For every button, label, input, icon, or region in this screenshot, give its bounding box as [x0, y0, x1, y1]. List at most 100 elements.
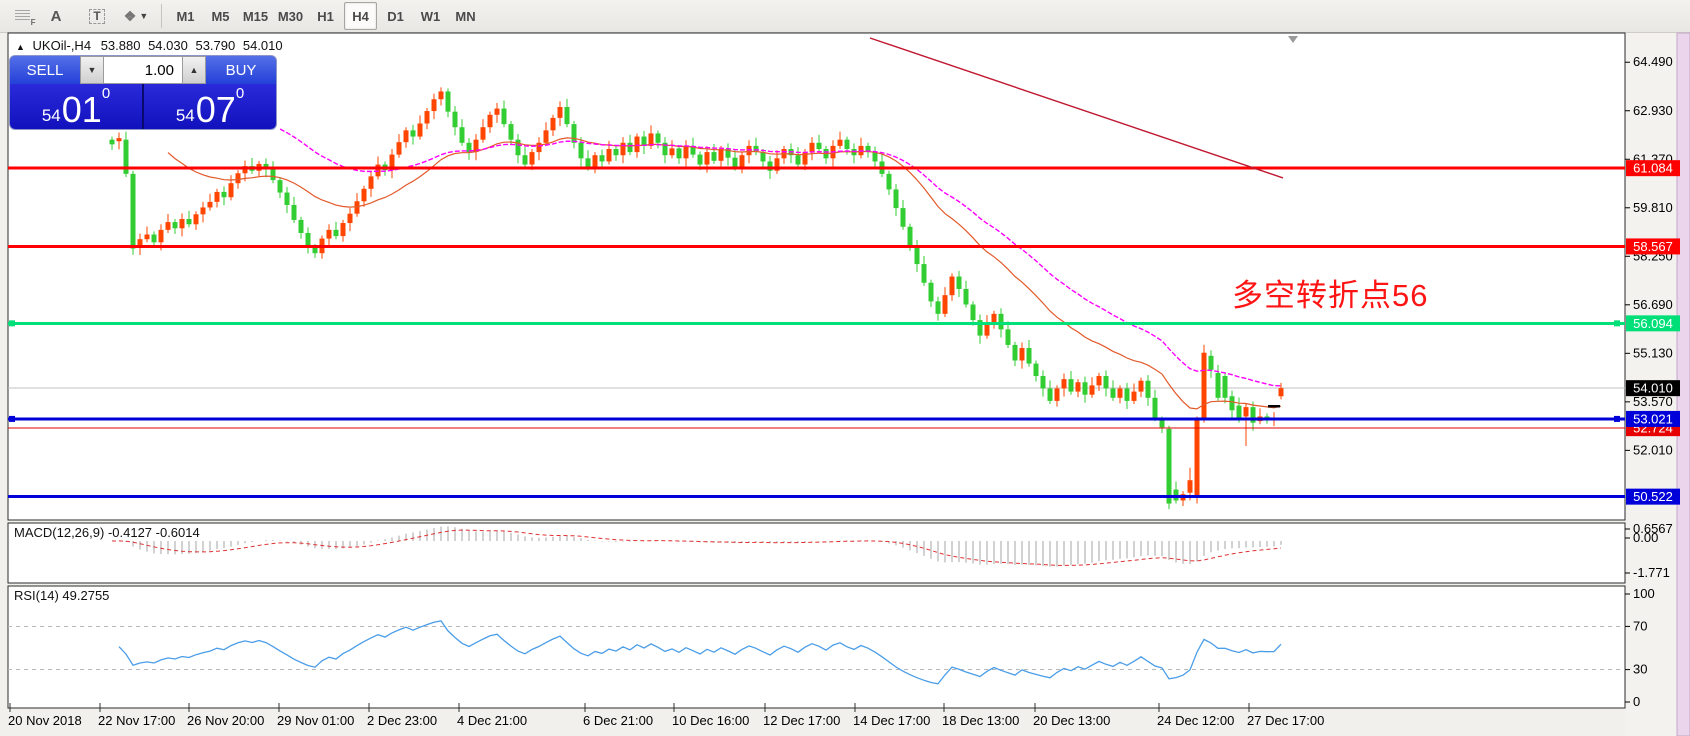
candle-body [795, 155, 801, 165]
candle-body [186, 218, 192, 225]
buy-price-sup: 0 [235, 85, 245, 102]
candle-body [1019, 348, 1025, 361]
volume-step-down-button[interactable]: ▼ [80, 56, 104, 84]
candle-body [606, 149, 612, 162]
time-tick-label: 2 Dec 23:00 [367, 713, 437, 728]
rsi-value: 49.2755 [62, 588, 110, 603]
macd-axis-label: -1.771 [1633, 565, 1670, 580]
time-tick-label: 22 Nov 17:00 [98, 713, 175, 728]
candle-body [242, 166, 248, 174]
candle-body [872, 152, 878, 162]
candle-body [333, 229, 339, 237]
candle-body [641, 136, 647, 146]
candle-body [1089, 385, 1095, 395]
candle-body [1082, 382, 1088, 395]
line-handle[interactable] [9, 320, 15, 327]
timeframe-button-m30[interactable]: M30 [277, 8, 304, 24]
candle-body [893, 189, 899, 209]
macd-axis-label: 0.00 [1633, 530, 1658, 545]
buy-button[interactable]: BUY [206, 56, 276, 84]
time-tick-label: 24 Dec 12:00 [1157, 713, 1234, 728]
candle-body [200, 207, 206, 215]
candle-body [1061, 379, 1067, 389]
candle-body [1124, 388, 1130, 401]
indicators-grid-button[interactable]: F [6, 2, 38, 30]
timeframe-button-d1[interactable]: D1 [387, 8, 404, 24]
price-tick-label: 55.130 [1633, 345, 1673, 360]
macd-signal-line [111, 529, 1282, 566]
current-price-badge-text: 54.010 [1633, 381, 1673, 396]
candle-body [1131, 391, 1137, 401]
line-handle[interactable] [1614, 415, 1620, 422]
timeframe-button-w1[interactable]: W1 [420, 8, 441, 24]
candle-body [284, 192, 290, 205]
candle-body [1194, 419, 1200, 498]
line-handle[interactable] [1614, 320, 1620, 327]
candle-body [459, 127, 465, 143]
candle-body [774, 158, 780, 171]
candle-body [396, 142, 402, 155]
price-level-badge [1626, 410, 1680, 427]
candle-body [172, 222, 178, 229]
candle-body [984, 323, 990, 336]
candle-body [137, 239, 143, 247]
sell-price-display[interactable]: 54 01 0 [10, 84, 142, 129]
buy-price-display[interactable]: 54 07 0 [144, 84, 276, 129]
one-click-trading-panel: SELL ▼ 1.00 ▲ BUY 54 01 0 54 07 0 [10, 56, 276, 129]
candle-body [417, 123, 423, 137]
candle-body [711, 152, 717, 161]
candle-body [760, 152, 766, 162]
macd-label: MACD(12,26,9) -0.4127 -0.6014 [14, 525, 200, 540]
candle-body [1215, 372, 1221, 398]
timeframe-button-h4[interactable]: H4 [344, 2, 377, 30]
trend-line[interactable] [869, 37, 1284, 179]
candle-body [1012, 344, 1018, 361]
chart-shift-marker[interactable] [1288, 36, 1298, 43]
collapse-triangle-icon: ▲ [16, 42, 25, 52]
candle-body [1229, 396, 1235, 411]
candle-body [1103, 376, 1109, 389]
timeframe-button-h1[interactable]: H1 [317, 8, 334, 24]
candle-body [746, 145, 752, 156]
macd-panel [7, 522, 1626, 584]
candle-body [613, 149, 619, 156]
timeframe-button-m1[interactable]: M1 [176, 8, 195, 24]
macd-values: -0.4127 -0.6014 [107, 525, 200, 540]
shapes-tool-button[interactable]: ❖ ▼ [120, 2, 152, 30]
volume-step-up-button[interactable]: ▲ [182, 56, 206, 84]
candle-body [816, 142, 822, 150]
candle-body [914, 245, 920, 265]
candle-body [494, 108, 500, 115]
candle-body [1201, 352, 1207, 420]
timeframe-button-m15[interactable]: M15 [242, 8, 269, 24]
symbol-title: UKOil-,H4 [32, 38, 92, 53]
candle-body [277, 180, 283, 193]
candle-body [375, 164, 381, 177]
line-handle[interactable] [9, 415, 15, 422]
candle-body [1173, 489, 1179, 501]
volume-input[interactable]: 1.00 [104, 56, 182, 84]
candle-body [963, 288, 969, 305]
candle-body [1145, 380, 1151, 398]
candle-body [571, 124, 577, 143]
candle-body [1236, 405, 1242, 420]
price-level-badge [1626, 315, 1680, 332]
text-tool-button[interactable]: T [81, 2, 113, 30]
chart-annotation-text[interactable]: 多空转折点56 [1232, 278, 1429, 313]
ohlc-low: 53.790 [195, 38, 236, 53]
timeframe-button-m5[interactable]: M5 [211, 8, 230, 24]
label-tool-button[interactable]: A [40, 2, 72, 30]
candle-body [144, 234, 150, 240]
candle-body [340, 223, 346, 237]
candle-body [1096, 376, 1102, 386]
price-level-badge-text: 50.522 [1633, 489, 1673, 504]
chart-header: ▲ UKOil-,H4 53.880 54.030 53.790 54.010 [16, 38, 283, 53]
time-tick-label: 27 Dec 17:00 [1247, 713, 1324, 728]
candle-body [956, 276, 962, 289]
candle-body [599, 155, 605, 162]
ohlc-high: 54.030 [148, 38, 188, 53]
sell-button[interactable]: SELL [10, 56, 80, 84]
timeframe-button-mn[interactable]: MN [455, 8, 476, 24]
candle-body [1278, 388, 1284, 397]
